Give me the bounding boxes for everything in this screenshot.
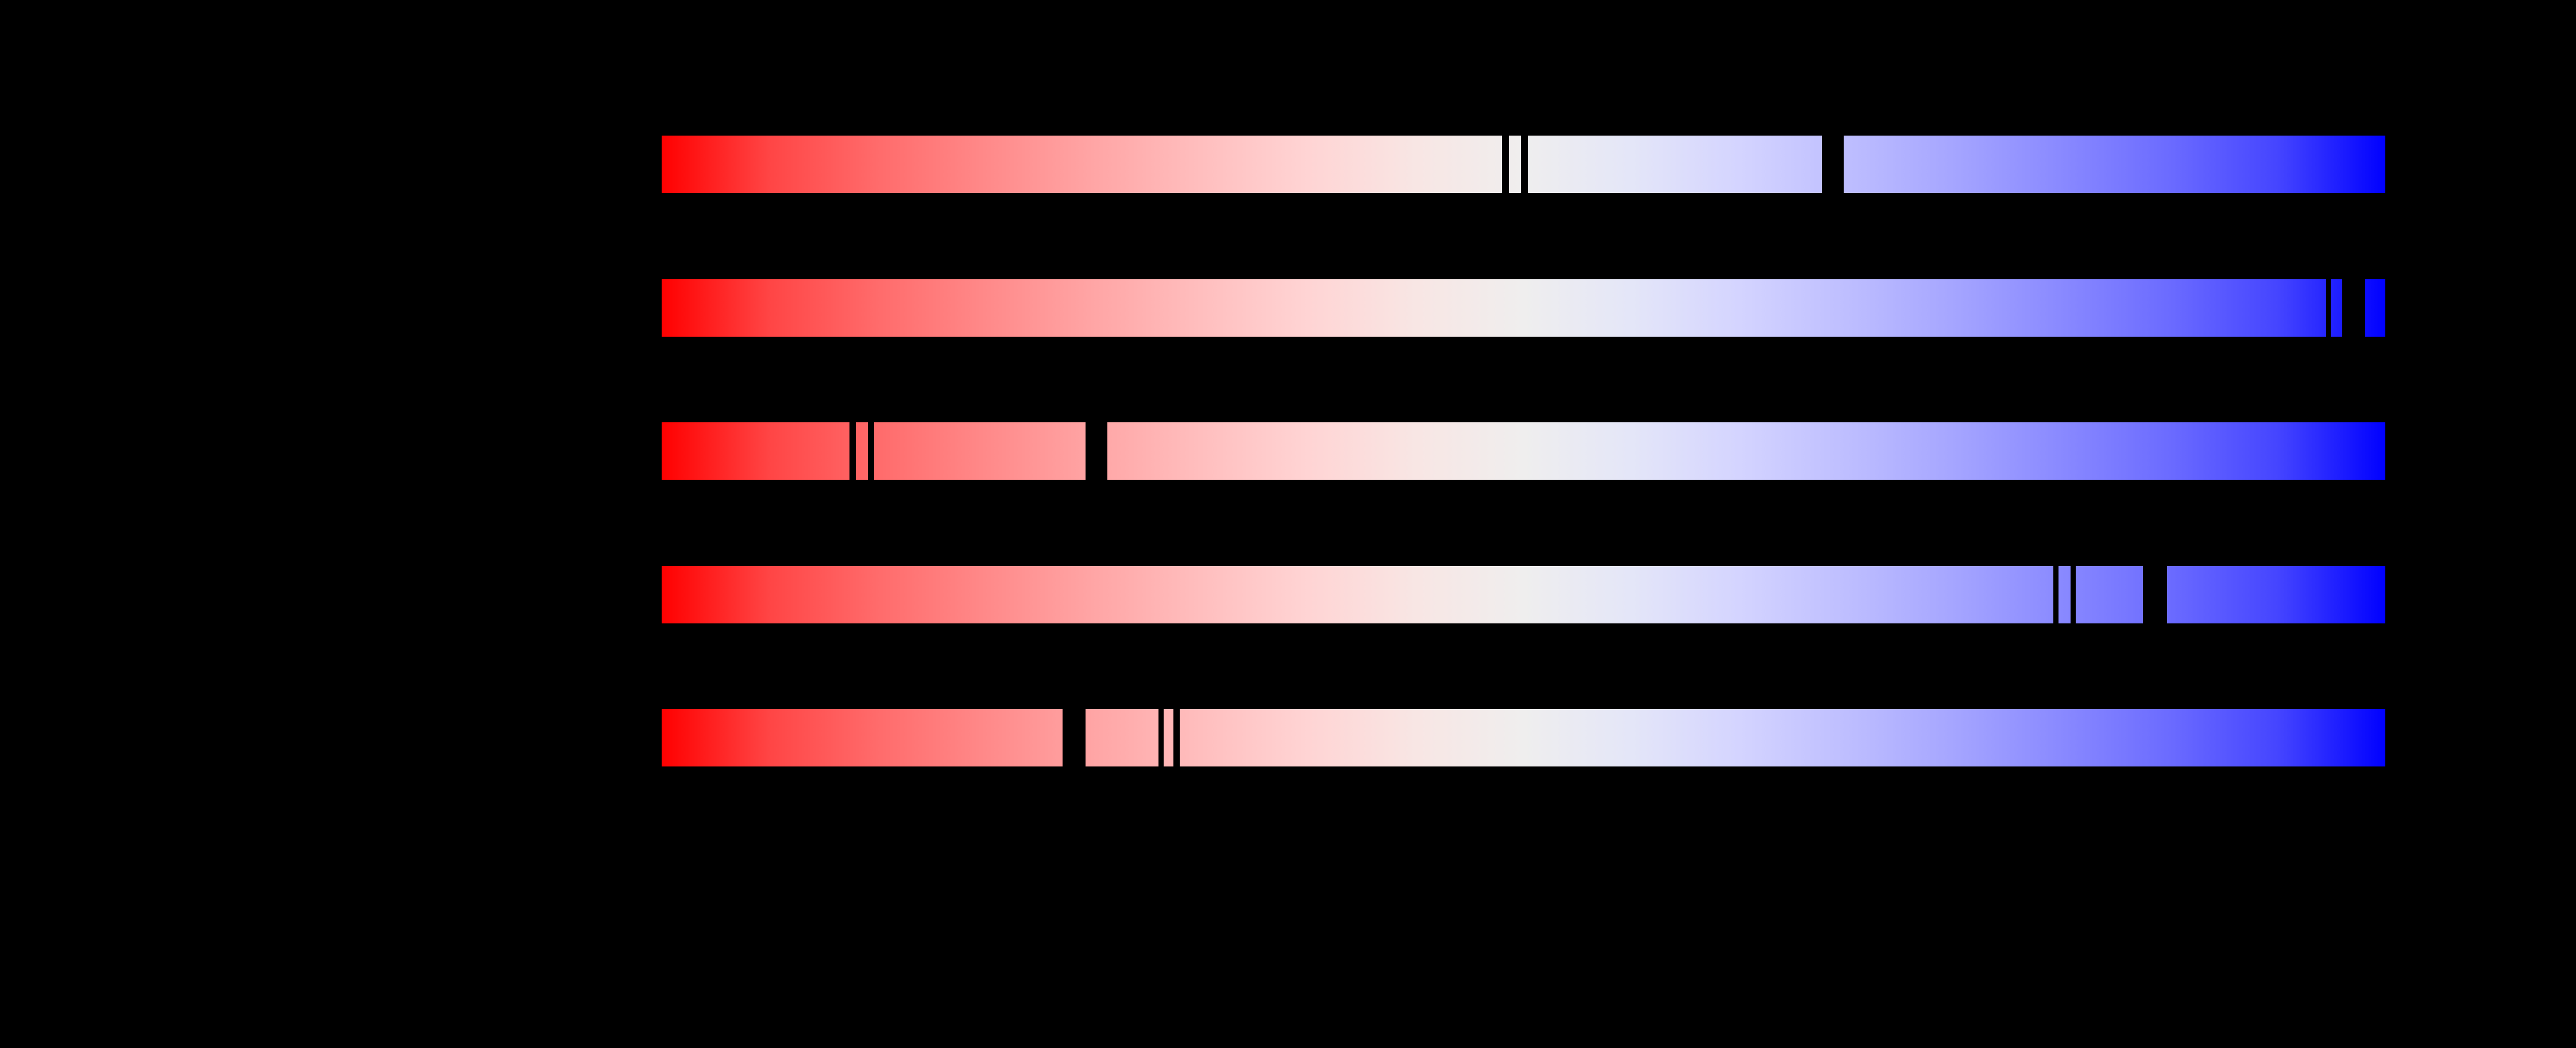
bar-gap (1158, 708, 1164, 767)
bar-gap (1086, 422, 1107, 480)
bar-gap (1502, 135, 1509, 194)
gradient-bar-4 (662, 565, 2385, 624)
bar-gap (1822, 135, 1844, 194)
bar-gap (868, 422, 874, 480)
bar-gap (1521, 135, 1528, 194)
bar-gap (1173, 708, 1180, 767)
bar-gap (849, 422, 856, 480)
bar-gap (2071, 565, 2076, 624)
gradient-bar-2 (662, 279, 2385, 337)
gradient-bar-1 (662, 135, 2385, 194)
bar-gap (1063, 708, 1086, 767)
bar-gap (2143, 565, 2167, 624)
gradient-bar-3 (662, 422, 2385, 480)
gradient-bar-5 (662, 708, 2385, 767)
bar-gap (2342, 279, 2365, 337)
bar-gap (2326, 279, 2331, 337)
bar-gap (2053, 565, 2059, 624)
